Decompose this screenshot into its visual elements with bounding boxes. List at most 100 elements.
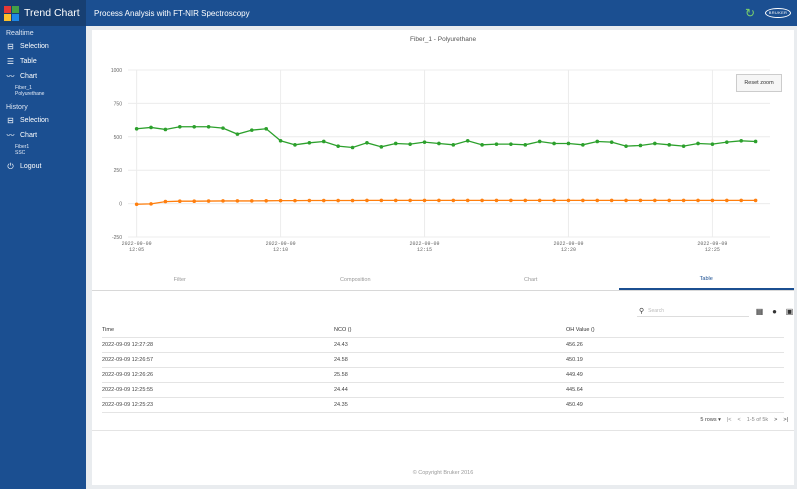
data-point — [264, 198, 268, 203]
data-point — [624, 198, 628, 203]
data-point — [293, 198, 297, 203]
data-point — [739, 139, 744, 143]
sidebar: Trend Chart Realtime ⊟ Selection ☰ Table… — [0, 0, 86, 489]
info-icon[interactable]: ● — [772, 306, 777, 316]
power-icon: ⏻ — [7, 162, 14, 171]
table-cell: 450.49 — [566, 402, 583, 408]
table-header-row: Time NCO () OH Value () — [102, 323, 784, 338]
footer-copyright: © Copyright Bruker 2016 — [412, 470, 474, 476]
data-point — [350, 145, 355, 150]
data-point — [221, 199, 225, 203]
column-header[interactable]: Time — [102, 327, 115, 333]
data-point — [667, 143, 672, 147]
next-page-button[interactable]: > — [774, 417, 778, 423]
sidebar-item-realtime-chart[interactable]: 〰 Chart — [0, 69, 86, 84]
data-point — [725, 140, 729, 144]
data-point — [710, 142, 715, 146]
sidebar-item-realtime-selection[interactable]: ⊟ Selection — [0, 39, 86, 54]
rows-per-page-select[interactable]: 5 rows ▾ — [700, 417, 721, 423]
sidebar-subitem-line: SSC — [15, 150, 26, 156]
sidebar-subitem-line: Fiber1 — [15, 144, 30, 150]
y-tick-label: 750 — [114, 101, 123, 107]
x-tick-label: 2022-09-09 — [697, 241, 727, 247]
x-tick-label: 12:25 — [705, 247, 720, 253]
data-point — [624, 144, 628, 148]
data-point — [725, 198, 729, 203]
search-placeholder: Search — [648, 307, 664, 314]
data-point — [595, 198, 600, 203]
data-point — [393, 141, 398, 146]
data-point — [178, 199, 182, 203]
data-point — [365, 141, 369, 145]
data-point — [321, 198, 326, 203]
data-point — [753, 198, 758, 203]
table-row[interactable]: 2022-09-09 12:25:55 24.44 445.64 — [102, 383, 784, 398]
divider — [92, 430, 794, 431]
data-point — [307, 198, 312, 203]
data-point — [581, 143, 585, 147]
data-point — [321, 139, 326, 144]
table-cell: 24.44 — [334, 387, 348, 393]
data-point — [667, 198, 672, 203]
data-point — [595, 139, 600, 144]
list-icon: ☰ — [6, 57, 15, 66]
sidebar-item-label: Selection — [20, 117, 49, 124]
data-point — [422, 140, 427, 144]
data-point — [653, 198, 657, 203]
table-cell: 456.26 — [566, 342, 583, 348]
data-point — [609, 198, 614, 203]
data-point — [422, 198, 427, 203]
export-icon[interactable]: ▣ — [785, 306, 794, 316]
data-point — [494, 198, 499, 203]
chart-title: Fiber_1 - Polyurethane — [409, 36, 477, 43]
search-icon: ⚲ — [639, 307, 645, 315]
data-point — [235, 199, 240, 203]
top-header: Process Analysis with FT-NIR Spectroscop… — [86, 0, 797, 26]
table-row[interactable]: 2022-09-09 12:26:57 24.58 450.19 — [102, 353, 784, 368]
sidebar-subitem-fiber1-polyurethane[interactable]: Fiber_1 Polyurethane — [0, 85, 86, 97]
column-header[interactable]: OH Value () — [566, 327, 595, 333]
data-point — [336, 144, 340, 148]
section-title-realtime: Realtime — [6, 30, 34, 37]
tab-filter[interactable]: Filter — [173, 277, 186, 283]
x-tick-label: 2022-09-09 — [410, 241, 440, 247]
tab-composition[interactable]: Composition — [339, 277, 371, 283]
table-row[interactable]: 2022-09-09 12:27:28 24.43 456.26 — [102, 338, 784, 353]
logout-button[interactable]: ⏻ Logout — [0, 159, 86, 174]
data-point — [149, 202, 153, 206]
data-table: Time NCO () OH Value () 2022-09-09 12:27… — [102, 323, 784, 413]
data-point — [638, 198, 643, 203]
y-tick-label: 1000 — [111, 68, 122, 74]
data-point — [192, 124, 197, 129]
sidebar-item-history-chart[interactable]: 〰 Chart — [0, 128, 86, 143]
data-point — [494, 142, 499, 146]
tab-chart[interactable]: Chart — [524, 277, 538, 283]
data-point — [753, 139, 758, 144]
grid-icon[interactable]: ▦ — [755, 306, 764, 316]
data-point — [221, 126, 225, 130]
y-tick-label: 0 — [119, 202, 122, 208]
x-tick-label: 12:05 — [129, 247, 144, 253]
selection-icon: ⊟ — [7, 116, 14, 125]
reset-zoom-button[interactable]: Reset zoom — [736, 74, 782, 92]
sidebar-item-history-selection[interactable]: ⊟ Selection — [0, 113, 86, 128]
table-cell: 2022-09-09 12:27:28 — [102, 342, 154, 348]
table-row[interactable]: 2022-09-09 12:26:26 25.58 449.49 — [102, 368, 784, 383]
pagination: 5 rows ▾ |< < 1-5 of 5k > >| — [700, 417, 788, 423]
first-page-button[interactable]: |< — [726, 417, 732, 423]
last-page-button[interactable]: >| — [783, 417, 788, 423]
sidebar-subitem-line: Fiber_1 — [15, 85, 32, 91]
refresh-icon[interactable]: ↻ — [744, 6, 756, 20]
data-point — [249, 199, 254, 203]
table-row[interactable]: 2022-09-09 12:25:23 24.35 450.49 — [102, 398, 784, 413]
brand-bar: Trend Chart — [0, 0, 86, 26]
sidebar-subitem-fiber1-ssc[interactable]: Fiber1 SSC — [0, 144, 86, 156]
column-header[interactable]: NCO () — [334, 327, 352, 333]
data-point — [336, 198, 340, 203]
prev-page-button[interactable]: < — [737, 417, 741, 423]
sidebar-item-realtime-table[interactable]: ☰ Table — [0, 54, 86, 69]
data-point — [681, 198, 686, 203]
search-input[interactable]: ⚲ Search — [637, 305, 749, 317]
chart-svg[interactable]: 10007505002500-2502022-09-0912:052022-09… — [92, 30, 794, 270]
tab-table[interactable]: Table — [618, 270, 794, 290]
